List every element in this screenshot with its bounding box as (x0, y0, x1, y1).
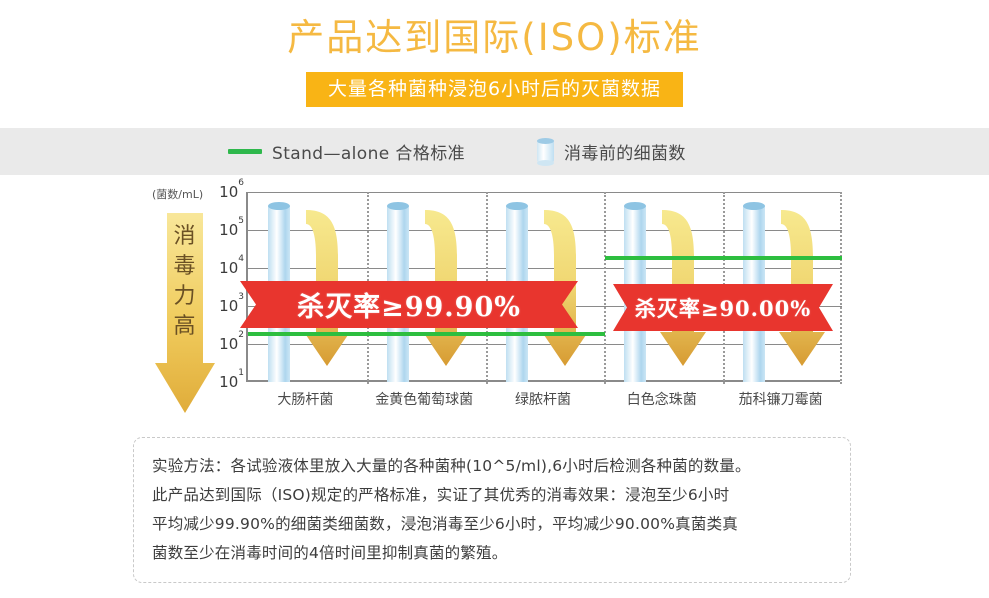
x-label-1: 大肠杆菌 (277, 392, 334, 408)
y-axis-unit-label: (菌数/mL) (152, 188, 204, 201)
subtitle-badge: 大量各种菌种浸泡6小时后的灭菌数据 (305, 72, 684, 107)
x-label-3: 绿脓杆菌 (514, 392, 571, 408)
x-label-5: 茄科镰刀霉菌 (738, 392, 823, 408)
group-divider-5 (840, 192, 842, 384)
gridline-10e5 (248, 230, 842, 231)
note-line-4: 菌数至少在消毒时间的4倍时间里抑制真菌的繁殖。 (152, 544, 508, 562)
y-tick-2: 102 (219, 330, 244, 353)
x-label-4: 白色念珠菌 (626, 392, 697, 408)
gridline-10e6 (248, 192, 842, 193)
standard-line-fungi (605, 256, 842, 260)
y-tick-exp-6: 6 (238, 178, 244, 188)
arrow-char-4: 高 (173, 314, 197, 339)
cylinder-icon (537, 137, 555, 166)
y-tick-5: 105 (219, 216, 244, 239)
group-divider-3 (604, 192, 607, 384)
legend-items: Stand—alone 合格标准 消毒前的细菌数 (228, 137, 686, 166)
y-axis: 106 105 104 103 102 101 (196, 178, 244, 395)
page-title: 产品达到国际(ISO)标准 (287, 16, 702, 59)
y-tick-exp-5: 5 (238, 216, 244, 226)
y-tick-3: 103 (219, 292, 244, 315)
arrow-char-1: 消 (173, 224, 197, 249)
note-line-2: 此产品达到国际（ISO)规定的严格标准，实证了其优秀的消毒效果：浸泡至少6小时 (152, 486, 730, 504)
chart-legend: Stand—alone 合格标准 消毒前的细菌数 (0, 128, 989, 175)
x-label-2: 金黄色葡萄球菌 (375, 392, 474, 408)
y-tick-exp-2: 2 (238, 330, 244, 340)
subtitle-badge-wrap: 大量各种菌种浸泡6小时后的灭菌数据 (0, 72, 989, 107)
green-line-icon (228, 149, 262, 154)
page-header: 产品达到国际(ISO)标准 大量各种菌种浸泡6小时后的灭菌数据 (0, 0, 989, 107)
y-tick-1: 101 (219, 368, 244, 391)
y-tick-4: 104 (219, 254, 244, 277)
y-tick-exp-3: 3 (238, 292, 244, 302)
arrow-char-2: 毒 (173, 254, 197, 279)
gridline-10e4 (248, 268, 842, 269)
legend-label-standard: Stand—alone 合格标准 (272, 144, 466, 164)
x-axis-labels: 大肠杆菌 金黄色葡萄球菌 绿脓杆菌 白色念珠菌 茄科镰刀霉菌 (246, 385, 840, 409)
kill-rate-banner-bacteria: 杀灭率≥99.90% (240, 281, 578, 328)
y-tick-6: 106 (219, 178, 244, 201)
arrow-char-3: 力 (173, 284, 197, 309)
y-tick-exp-4: 4 (238, 254, 244, 264)
note-line-3: 平均减少99.90%的细菌类细菌数，浸泡消毒至少6小时，平均减少90.00%真菌… (152, 515, 738, 533)
standard-line-bacteria (248, 332, 605, 336)
note-line-1: 实验方法：各试验液体里放入大量的各种菌种(10^5/ml),6小时后检测各种菌的… (152, 457, 751, 475)
gridline-10e2 (248, 344, 842, 345)
disinfection-strength-label: 消 毒 力 高 (163, 222, 207, 342)
legend-item-before: 消毒前的细菌数 (537, 137, 686, 166)
experiment-note-box: 实验方法：各试验液体里放入大量的各种菌种(10^5/ml),6小时后检测各种菌的… (133, 437, 851, 583)
kill-rate-banner-fungi: 杀灭率≥90.00% (613, 284, 833, 331)
legend-label-before: 消毒前的细菌数 (564, 144, 686, 164)
disinfection-strength-arrow-icon (155, 213, 215, 413)
y-tick-exp-1: 1 (238, 368, 244, 378)
legend-item-standard: Stand—alone 合格标准 (228, 139, 465, 164)
